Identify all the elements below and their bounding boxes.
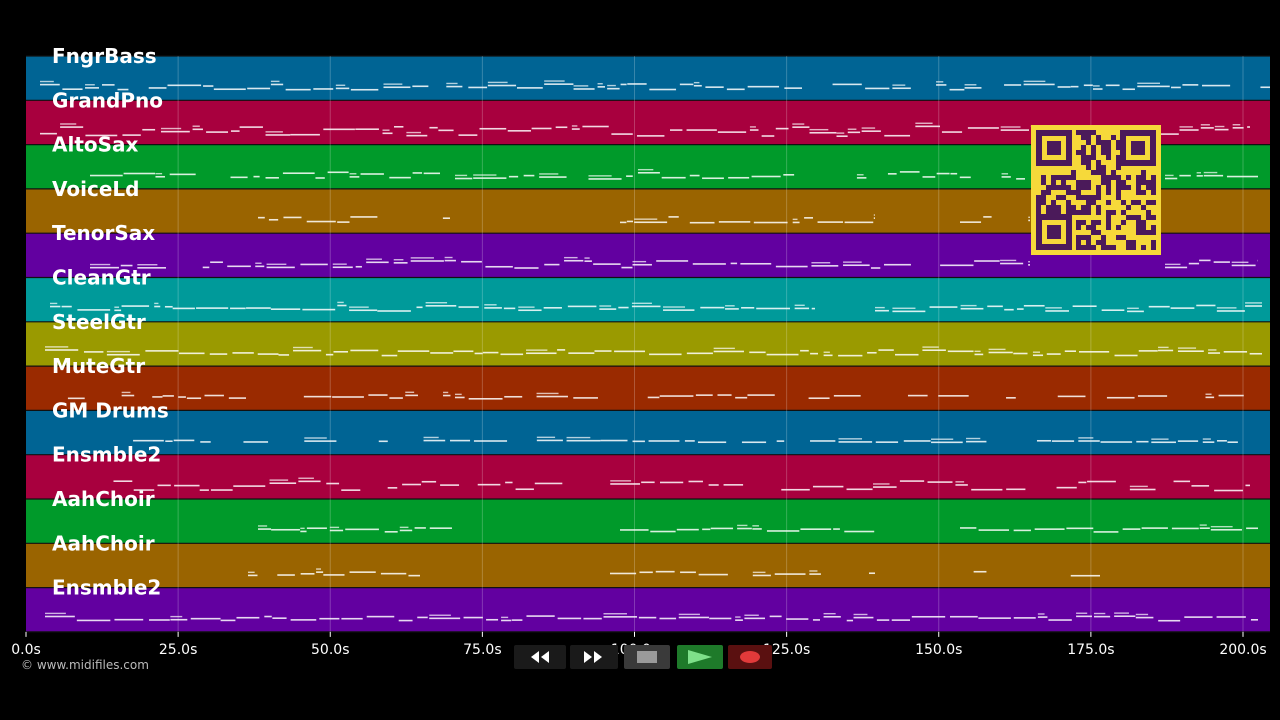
track-label: Ensmble2: [52, 576, 161, 600]
track-lane: [26, 277, 1270, 322]
stop-button[interactable]: [624, 645, 670, 669]
time-tick-label: 25.0s: [159, 642, 197, 658]
track-label: TenorSax: [52, 221, 155, 245]
track-labels: FngrBass GrandPno AltoSax VoiceLd TenorSax Cl…: [52, 44, 169, 600]
time-tick-label: 75.0s: [463, 642, 501, 658]
track-lanes: [26, 55, 1270, 633]
track-label: Ensmble2: [52, 443, 161, 467]
track-label: GrandPno: [52, 88, 163, 112]
track-lane: [26, 410, 1270, 455]
rewind-button[interactable]: [514, 645, 566, 669]
track-lane: [26, 587, 1270, 632]
track-label: SteelGtr: [52, 310, 146, 334]
fast-forward-icon: [584, 651, 602, 663]
track-lane: [26, 543, 1270, 588]
time-tick-label: 125.0s: [763, 642, 810, 658]
track-label: AahChoir: [52, 487, 155, 511]
track-lane: [26, 56, 1270, 101]
qr-code-icon: [1031, 125, 1161, 255]
track-lane: [26, 366, 1270, 411]
track-label: FngrBass: [52, 44, 157, 68]
play-icon: [688, 650, 712, 664]
rewind-icon: [531, 651, 549, 663]
track-label: AltoSax: [52, 133, 139, 157]
track-lane: [26, 321, 1270, 367]
track-label: AahChoir: [52, 531, 155, 555]
track-label: GM Drums: [52, 398, 169, 422]
stop-icon: [637, 651, 657, 663]
track-lane: [26, 454, 1270, 499]
time-tick-label: 0.0s: [11, 642, 41, 658]
record-icon: [740, 651, 760, 663]
time-tick-label: 150.0s: [915, 642, 962, 658]
track-label: MuteGtr: [52, 354, 145, 378]
track-label: CleanGtr: [52, 266, 151, 290]
time-tick-label: 200.0s: [1219, 642, 1266, 658]
fast-forward-button[interactable]: [570, 645, 618, 669]
track-label: VoiceLd: [52, 177, 139, 201]
record-button[interactable]: [728, 645, 772, 669]
track-lane: [26, 499, 1270, 544]
time-tick-label: 175.0s: [1067, 642, 1114, 658]
copyright-credit: © www.midifiles.com: [21, 658, 149, 672]
time-gridlines: [177, 56, 1244, 632]
note-layer: [40, 80, 1270, 622]
play-button[interactable]: [677, 645, 723, 669]
time-tick-label: 50.0s: [311, 642, 349, 658]
